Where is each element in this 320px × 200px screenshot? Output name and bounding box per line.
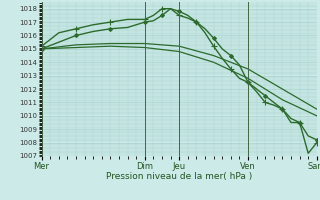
X-axis label: Pression niveau de la mer( hPa ): Pression niveau de la mer( hPa ) <box>106 172 252 181</box>
